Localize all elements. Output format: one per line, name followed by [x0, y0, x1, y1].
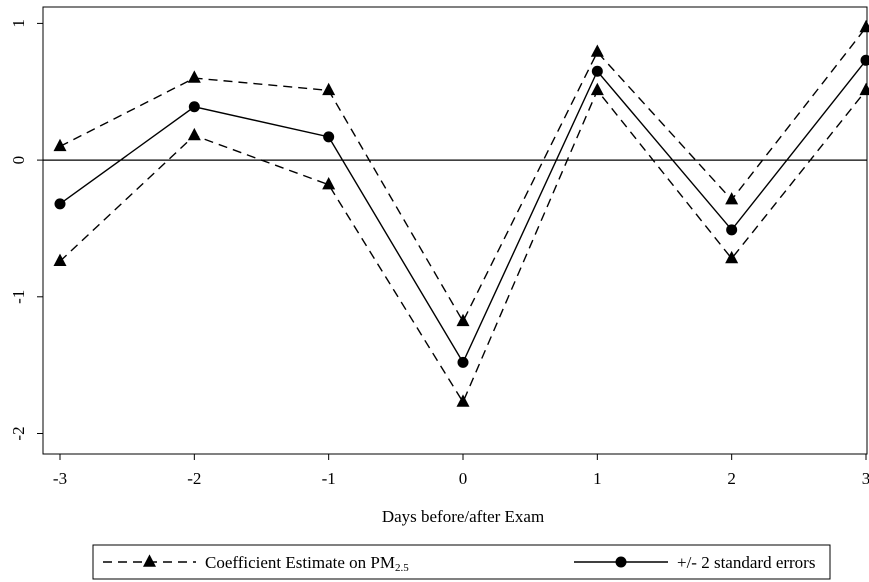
data-point-triangle: [187, 127, 201, 141]
legend-swatch-circle: [615, 556, 627, 568]
data-point-triangle: [725, 250, 739, 264]
data-point-circle: [323, 131, 335, 143]
data-point-triangle: [456, 313, 470, 327]
data-point-triangle: [187, 70, 201, 83]
series-line-lower: [59, 89, 867, 404]
data-point-triangle: [590, 82, 604, 96]
data-point-triangle: [859, 19, 869, 33]
data-point-circle: [54, 198, 66, 210]
x-tick-label: 0: [459, 469, 468, 488]
series-upper: [53, 19, 869, 327]
data-point-circle: [591, 65, 603, 77]
legend-swatch-triangle: [143, 554, 156, 567]
y-tick-label: 1: [9, 19, 28, 28]
x-tick-label: -1: [322, 469, 336, 488]
data-point-triangle: [53, 253, 67, 266]
y-tick-label: -1: [9, 290, 28, 304]
data-point-triangle: [590, 44, 604, 57]
series-lower: [53, 82, 869, 407]
data-point-triangle: [53, 138, 67, 152]
data-point-circle: [457, 356, 469, 368]
data-point-triangle: [322, 177, 336, 190]
x-tick-label: 2: [727, 469, 736, 488]
legend-entry: +/- 2 standard errors: [574, 553, 815, 572]
legend-label: Coefficient Estimate on PM2.5: [205, 553, 409, 574]
x-tick-label: -3: [53, 469, 67, 488]
x-tick-label: 1: [593, 469, 602, 488]
data-point-triangle: [322, 82, 336, 96]
data-point-circle: [188, 101, 200, 113]
series-layer: [53, 19, 869, 407]
x-tick-label: 3: [862, 469, 869, 488]
x-axis: -3 -2 -1 0 1 2 3: [53, 454, 869, 488]
legend-entry: Coefficient Estimate on PM2.5: [103, 553, 409, 574]
data-point-circle: [860, 54, 869, 66]
data-point-circle: [726, 224, 738, 236]
x-tick-label: -2: [187, 469, 201, 488]
plot-area: [42, 6, 868, 455]
data-point-triangle: [725, 192, 739, 205]
y-tick-label: -2: [9, 426, 28, 440]
legend-box: [92, 544, 831, 580]
data-point-triangle: [456, 394, 470, 407]
y-tick-label: 0: [9, 156, 28, 165]
series-line-upper: [59, 27, 867, 323]
y-axis: 1 0 -1 -2: [9, 19, 43, 441]
x-axis-title: Days before/after Exam: [382, 507, 544, 526]
series-estimate: [54, 54, 869, 368]
legend-label: +/- 2 standard errors: [677, 553, 815, 572]
data-point-triangle: [859, 82, 869, 96]
legend: Coefficient Estimate on PM2.5 +/- 2 stand…: [92, 544, 831, 580]
